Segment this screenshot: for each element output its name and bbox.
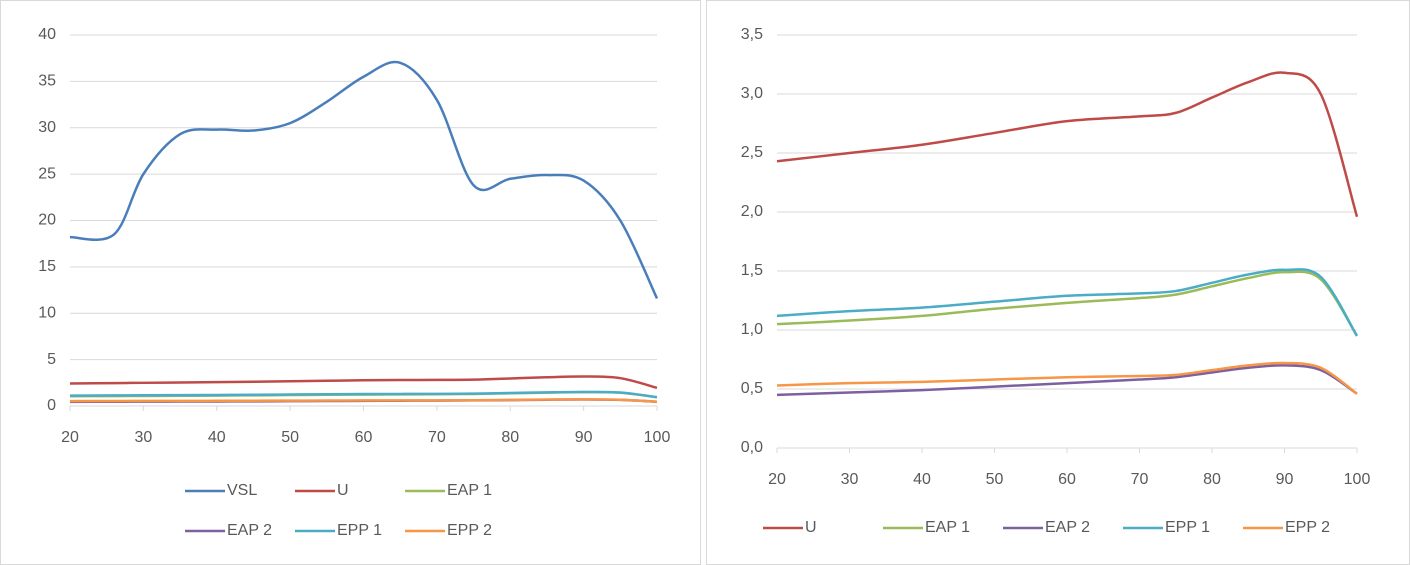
series-line: [776, 270, 1359, 337]
x-tick-label: 40: [208, 429, 226, 446]
y-tick-label: 20: [38, 212, 56, 229]
x-tick-label: 20: [61, 429, 79, 446]
legend-label: EAP 2: [227, 522, 272, 539]
y-tick-label: 5: [47, 351, 56, 368]
y-tick-label: 10: [38, 304, 56, 321]
legend-label: EPP 1: [1165, 519, 1210, 536]
series-line: [69, 398, 658, 403]
x-tick-label: 100: [1344, 471, 1371, 488]
x-tick-label: 60: [1058, 471, 1076, 488]
x-tick-label: 70: [1131, 471, 1149, 488]
x-tick-label: 90: [1276, 471, 1294, 488]
legend-label: U: [337, 482, 349, 499]
series-line: [776, 268, 1359, 337]
x-tick-label: 100: [644, 429, 671, 446]
series-line: [776, 364, 1358, 397]
x-tick-label: 20: [768, 471, 786, 488]
left-panel: [0, 0, 701, 565]
y-tick-label: 1,0: [741, 321, 763, 338]
legend-label: EPP 2: [447, 522, 492, 539]
x-tick-label: 30: [134, 429, 152, 446]
x-tick-label: 90: [575, 429, 593, 446]
x-tick-label: 40: [913, 471, 931, 488]
legend-label: EPP 2: [1285, 519, 1330, 536]
y-tick-label: 3,5: [741, 26, 763, 43]
legend-label: EAP 1: [925, 519, 970, 536]
y-tick-label: 40: [38, 26, 56, 43]
y-tick-label: 3,0: [741, 85, 763, 102]
series-line: [776, 71, 1359, 218]
series-line: [69, 390, 658, 399]
series-line: [69, 60, 659, 299]
x-tick-label: 30: [841, 471, 859, 488]
x-tick-label: 50: [986, 471, 1004, 488]
y-tick-label: 0: [47, 397, 56, 414]
y-tick-label: 1,5: [741, 262, 763, 279]
legend-label: VSL: [227, 482, 257, 499]
x-tick-label: 80: [501, 429, 519, 446]
legend-label: U: [805, 519, 817, 536]
y-tick-label: 2,5: [741, 144, 763, 161]
y-tick-label: 0,0: [741, 439, 763, 456]
legend-label: EAP 1: [447, 482, 492, 499]
y-tick-label: 0,5: [741, 380, 763, 397]
x-tick-label: 50: [281, 429, 299, 446]
y-tick-label: 30: [38, 119, 56, 136]
legend-label: EPP 1: [337, 522, 382, 539]
y-tick-label: 35: [38, 73, 56, 90]
series-line: [776, 361, 1358, 395]
series-line: [69, 375, 658, 390]
x-tick-label: 80: [1203, 471, 1221, 488]
y-tick-label: 2,0: [741, 203, 763, 220]
y-tick-label: 15: [38, 258, 56, 275]
legend-label: EAP 2: [1045, 519, 1090, 536]
x-tick-label: 60: [355, 429, 373, 446]
y-tick-label: 25: [38, 165, 56, 182]
x-tick-label: 70: [428, 429, 446, 446]
